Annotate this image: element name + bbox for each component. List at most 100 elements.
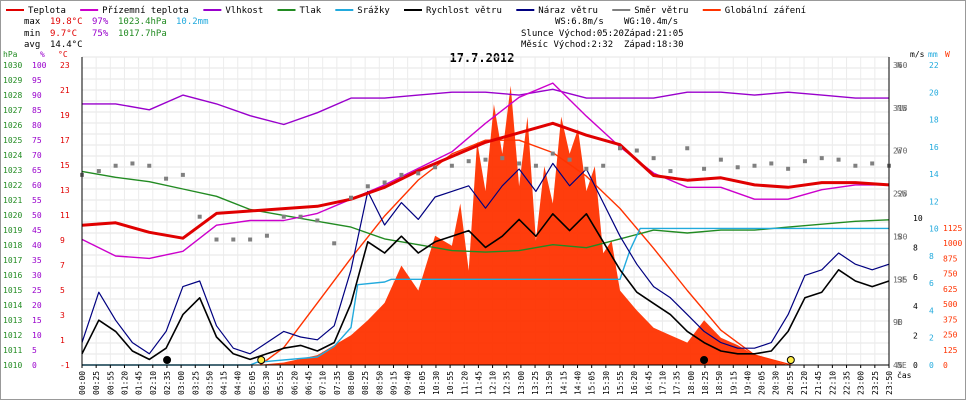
x-tick-label: 09:40: [404, 371, 413, 395]
tick-label-humidity: 0: [32, 361, 37, 370]
tick-label-rain: 2: [929, 334, 934, 343]
x-tick-label: 23:50: [885, 371, 894, 395]
tick-label-hpa: 1014: [3, 301, 22, 310]
unit-cas: čas: [897, 370, 912, 380]
wind-direction-point: [668, 169, 673, 174]
moon-marker: [163, 356, 172, 364]
wind-direction-point: [735, 165, 740, 170]
tick-label-humidity: 5: [32, 346, 37, 355]
x-tick-label: 08:25: [361, 371, 370, 395]
tick-label-wind-speed: 0: [913, 361, 918, 370]
tick-label-temperature: 1: [60, 336, 65, 345]
sunset: Západ:21:05: [624, 29, 684, 39]
tick-label-hpa: 1023: [3, 166, 22, 175]
tick-label-humidity: 30: [32, 271, 42, 280]
legend-label-smer-vetru: Směr větru: [634, 6, 688, 16]
tick-label-hpa: 1011: [3, 346, 22, 355]
legend-label-globalni-zareni: Globální záření: [725, 6, 806, 16]
x-tick-label: 20:05: [758, 371, 767, 395]
min-temp: 9.7°C: [50, 29, 77, 39]
max-temp: 19.8°C: [50, 17, 83, 27]
sun-marker: [257, 356, 266, 364]
x-tick-label: 15:05: [588, 371, 597, 395]
tick-label-wind-speed: 4: [913, 302, 918, 311]
x-tick-label: 08:50: [375, 371, 384, 395]
axis-unit-labels: hPa % °C m/s mm W čas: [3, 50, 950, 380]
series-naraz-vetru: [81, 162, 890, 355]
x-tick-label: 18:25: [701, 371, 710, 395]
max-hum: 97%: [92, 17, 109, 27]
x-tick-label: 05:30: [262, 371, 271, 395]
tick-label-rain: 0: [929, 361, 934, 370]
wind-direction-point: [449, 163, 454, 168]
x-tick-label: 17:35: [673, 371, 682, 395]
tick-label-hpa: 1019: [3, 226, 22, 235]
max-press: 1023.4hPa: [118, 17, 167, 27]
tick-label-wind-direction: 135: [893, 275, 908, 284]
x-tick-label: 08:00: [347, 371, 356, 395]
wind-direction-point: [802, 159, 807, 164]
tick-label-hpa: 1029: [3, 76, 22, 85]
tick-label-temperature: 23: [60, 61, 70, 70]
wind-direction-point: [382, 180, 387, 185]
tick-label-radiation: 875: [943, 254, 958, 263]
tick-label-wind-direction-name: NE: [897, 361, 907, 370]
tick-label-temperature: 9: [60, 236, 65, 245]
tick-label-hpa: 1027: [3, 106, 22, 115]
min-hum: 75%: [92, 29, 109, 39]
tick-label-wind-direction-name: SW: [897, 190, 907, 199]
x-tick-label: 20:55: [786, 371, 795, 395]
tick-label-wind-direction-name: E: [897, 318, 902, 327]
tick-label-hpa: 1010: [3, 361, 22, 370]
stats-block: max 19.8°C 97% 1023.4hPa 10.2mm min 9.7°…: [24, 17, 209, 50]
min-label: min: [24, 29, 40, 39]
series-prizemni-teplota: [81, 82, 889, 260]
tick-label-humidity: 35: [32, 256, 42, 265]
legend-label-naraz-vetru: Náraz větru: [538, 6, 598, 16]
wind-direction-point: [836, 157, 841, 162]
wind-direction-point: [365, 184, 370, 189]
tick-label-humidity: 100: [32, 61, 47, 70]
sun-marker: [786, 356, 795, 364]
tick-label-temperature: 7: [60, 261, 65, 270]
wind-direction-point: [702, 166, 707, 171]
x-tick-label: 23:25: [871, 371, 880, 395]
tick-label-wind-speed: 6: [913, 273, 918, 282]
max-rain: 10.2mm: [176, 17, 209, 27]
tick-label-hpa: 1030: [3, 61, 22, 70]
tick-label-temperature: 21: [60, 86, 70, 95]
tick-label-temperature: 19: [60, 111, 70, 120]
x-tick-label: 01:20: [120, 371, 129, 395]
unit-hpa: hPa: [3, 50, 18, 59]
tick-label-wind-direction: 315: [893, 104, 908, 113]
unit-pct: %: [40, 50, 45, 59]
chart-date: 17.7.2012: [449, 51, 514, 65]
tick-label-hpa: 1021: [3, 196, 22, 205]
x-tick-label: 21:20: [800, 371, 809, 395]
series-vlhkost: [82, 88, 889, 126]
x-tick-label: 03:00: [177, 371, 186, 395]
x-tick-label: 06:45: [305, 371, 314, 395]
tick-label-rain: 10: [929, 225, 939, 234]
x-tick-label: 21:45: [814, 371, 823, 395]
tick-label-hpa: 1017: [3, 256, 22, 265]
tick-label-wind-speed: 8: [913, 243, 918, 252]
x-tick-label: 19:15: [729, 371, 738, 395]
sun-moon-block: WS:6.8m/s WG:10.4m/s Slunce Východ:05:20…: [521, 17, 684, 50]
tick-label-humidity: 10: [32, 331, 42, 340]
x-tick-label: 18:50: [715, 371, 724, 395]
tick-label-wind-direction: 360: [893, 61, 908, 70]
tick-label-temperature: 13: [60, 186, 70, 195]
wg-value: WG:10.4m/s: [624, 17, 678, 27]
tick-label-radiation: 375: [943, 315, 958, 324]
tick-label-radiation: 625: [943, 285, 958, 294]
wind-direction-point: [130, 161, 135, 166]
wind-direction-point: [651, 156, 656, 161]
wind-direction-point: [399, 172, 404, 177]
wind-direction-point: [433, 165, 438, 170]
tick-label-wind-direction-name: W: [897, 147, 902, 156]
tick-label-radiation: 125: [943, 346, 958, 355]
tick-label-rain: 6: [929, 279, 934, 288]
tick-label-rain: 20: [929, 88, 939, 97]
